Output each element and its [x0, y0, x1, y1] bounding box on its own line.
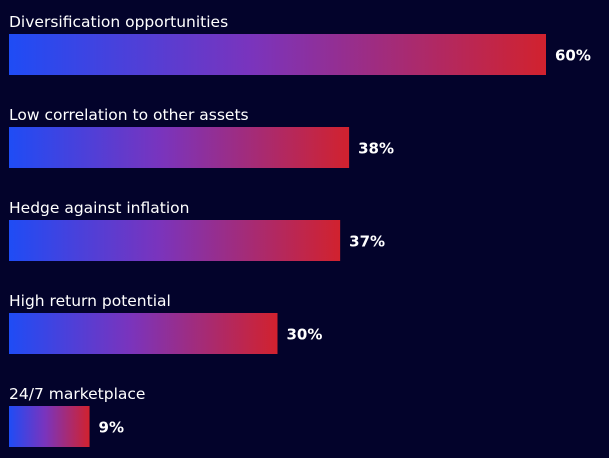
value-label: 60%	[555, 47, 591, 65]
bar	[9, 34, 546, 75]
value-label: 30%	[287, 326, 323, 344]
category-label: High return potential	[9, 292, 171, 310]
bars-layer: Diversification opportunities 60% Low corr…	[9, 13, 591, 447]
category-label: 24/7 marketplace	[9, 385, 145, 403]
category-label: Diversification opportunities	[9, 13, 228, 31]
bar	[9, 313, 278, 354]
bar	[9, 127, 350, 168]
bar	[9, 220, 341, 261]
category-label: Hedge against inflation	[9, 199, 189, 217]
value-label: 38%	[358, 140, 394, 158]
category-label: Low correlation to other assets	[9, 106, 249, 124]
value-label: 9%	[99, 419, 124, 437]
bar	[9, 406, 90, 447]
value-label: 37%	[349, 233, 385, 251]
